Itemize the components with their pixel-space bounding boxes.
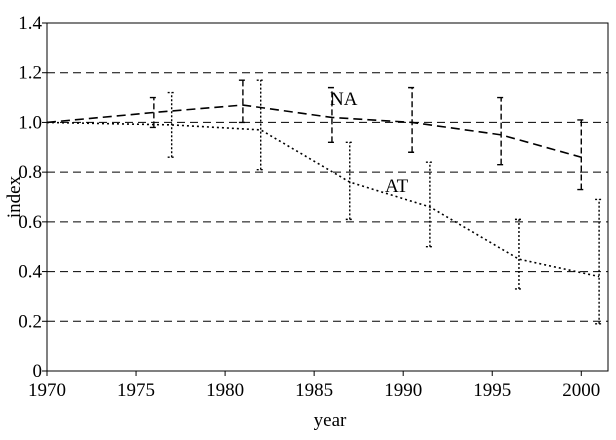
series-line (46, 121, 600, 278)
x-tick-label: 1970 (28, 380, 66, 401)
series-line (46, 104, 582, 158)
y-tick-label: 1.0 (18, 112, 42, 133)
error-bar (256, 79, 265, 171)
x-tick-label: 2000 (562, 380, 600, 401)
error-bar (514, 218, 523, 290)
x-tick-label: 1990 (384, 380, 422, 401)
y-tick-label: 0.8 (18, 162, 42, 183)
error-bar (425, 161, 434, 248)
x-axis-label: year (314, 410, 347, 431)
x-tick-label: 1985 (295, 380, 333, 401)
error-bar (577, 119, 586, 191)
error-bar (345, 141, 354, 221)
y-tick-label: 0 (33, 361, 43, 382)
y-tick-label: 1.4 (18, 13, 42, 34)
y-tick-label: 0.4 (18, 262, 42, 283)
error-bar (149, 96, 158, 129)
y-axis-label: index (4, 175, 25, 218)
y-tick-label: 1.2 (18, 63, 42, 84)
plot-border (46, 22, 609, 372)
error-bar (327, 86, 336, 144)
y-tick-label: 0.2 (18, 311, 42, 332)
x-tick-label: 1995 (473, 380, 511, 401)
x-tick-label: 1975 (117, 380, 155, 401)
error-bar (408, 86, 417, 153)
annotation: NA (330, 89, 358, 110)
error-bar (167, 91, 176, 158)
error-bar (497, 96, 506, 166)
x-tick-label: 1980 (206, 380, 244, 401)
error-bar (238, 79, 247, 124)
y-tick-label: 0.6 (18, 212, 42, 233)
error-bar (595, 198, 604, 325)
annotation: AT (385, 176, 409, 197)
